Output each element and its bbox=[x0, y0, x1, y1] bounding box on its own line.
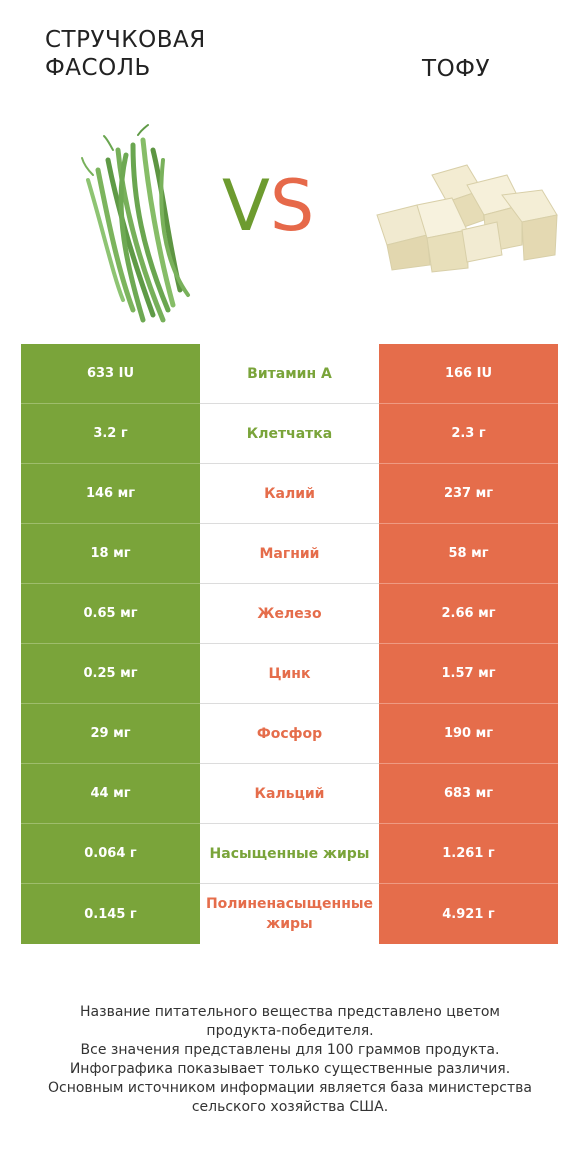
table-row: 0.65 мг Железо 2.66 мг bbox=[21, 584, 558, 644]
nutrient-name: Фосфор bbox=[200, 704, 379, 764]
right-value: 1.261 г bbox=[379, 824, 558, 884]
left-value: 146 мг bbox=[21, 464, 200, 524]
vs-v: V bbox=[222, 165, 270, 247]
table-row: 0.145 г Полиненасыщенные жиры 4.921 г bbox=[21, 884, 558, 944]
footer-line: сельского хозяйства США. bbox=[191, 1099, 389, 1115]
right-product-title: ТОФУ bbox=[422, 56, 490, 82]
nutrient-name: Витамин A bbox=[200, 344, 379, 404]
comparison-table: 633 IU Витамин A 166 IU 3.2 г Клетчатка 2.3 г… bbox=[21, 344, 558, 944]
left-value: 0.145 г bbox=[21, 884, 200, 944]
left-title-line1: СТРУЧКОВАЯ bbox=[45, 27, 206, 53]
footer-notes: Название питательного вещества представл… bbox=[20, 1003, 560, 1117]
right-value: 58 мг bbox=[379, 524, 558, 584]
left-product-title: СТРУЧКОВАЯ ФАСОЛЬ bbox=[45, 26, 265, 82]
footer-line: Инфографика показывает только существенн… bbox=[69, 1061, 511, 1077]
table-row: 29 мг Фосфор 190 мг bbox=[21, 704, 558, 764]
footer-line: продукта-победителя. bbox=[206, 1023, 374, 1039]
left-value: 0.65 мг bbox=[21, 584, 200, 644]
nutrient-name: Железо bbox=[200, 584, 379, 644]
nutrient-name: Кальций bbox=[200, 764, 379, 824]
left-title-line2: ФАСОЛЬ bbox=[45, 55, 151, 81]
vs-s: S bbox=[269, 165, 315, 247]
table-row: 44 мг Кальций 683 мг bbox=[21, 764, 558, 824]
left-value: 44 мг bbox=[21, 764, 200, 824]
footer-line: Все значения представлены для 100 граммо… bbox=[80, 1042, 500, 1058]
tofu-cubes-image bbox=[376, 164, 558, 273]
left-value: 0.25 мг bbox=[21, 644, 200, 704]
left-value: 18 мг bbox=[21, 524, 200, 584]
right-value: 2.3 г bbox=[379, 404, 558, 464]
right-value: 190 мг bbox=[379, 704, 558, 764]
right-value: 237 мг bbox=[379, 464, 558, 524]
footer-line: Название питательного вещества представл… bbox=[80, 1004, 500, 1020]
green-beans-image bbox=[81, 124, 190, 323]
left-value: 29 мг bbox=[21, 704, 200, 764]
nutrient-name: Полиненасыщенные жиры bbox=[200, 884, 379, 944]
table-row: 18 мг Магний 58 мг bbox=[21, 524, 558, 584]
right-value: 166 IU bbox=[379, 344, 558, 404]
table-row: 0.25 мг Цинк 1.57 мг bbox=[21, 644, 558, 704]
nutrient-name: Клетчатка bbox=[200, 404, 379, 464]
nutrient-name: Магний bbox=[200, 524, 379, 584]
nutrient-name: Цинк bbox=[200, 644, 379, 704]
nutrient-name: Насыщенные жиры bbox=[200, 824, 379, 884]
nutrient-name: Калий bbox=[200, 464, 379, 524]
vs-label: VS bbox=[222, 166, 314, 246]
left-value: 633 IU bbox=[21, 344, 200, 404]
right-value: 2.66 мг bbox=[379, 584, 558, 644]
right-value: 1.57 мг bbox=[379, 644, 558, 704]
table-row: 0.064 г Насыщенные жиры 1.261 г bbox=[21, 824, 558, 884]
table-row: 146 мг Калий 237 мг bbox=[21, 464, 558, 524]
right-value: 4.921 г bbox=[379, 884, 558, 944]
table-row: 3.2 г Клетчатка 2.3 г bbox=[21, 404, 558, 464]
left-value: 3.2 г bbox=[21, 404, 200, 464]
table-row: 633 IU Витамин A 166 IU bbox=[21, 344, 558, 404]
left-value: 0.064 г bbox=[21, 824, 200, 884]
footer-line: Основным источником информации является … bbox=[48, 1080, 532, 1096]
right-value: 683 мг bbox=[379, 764, 558, 824]
